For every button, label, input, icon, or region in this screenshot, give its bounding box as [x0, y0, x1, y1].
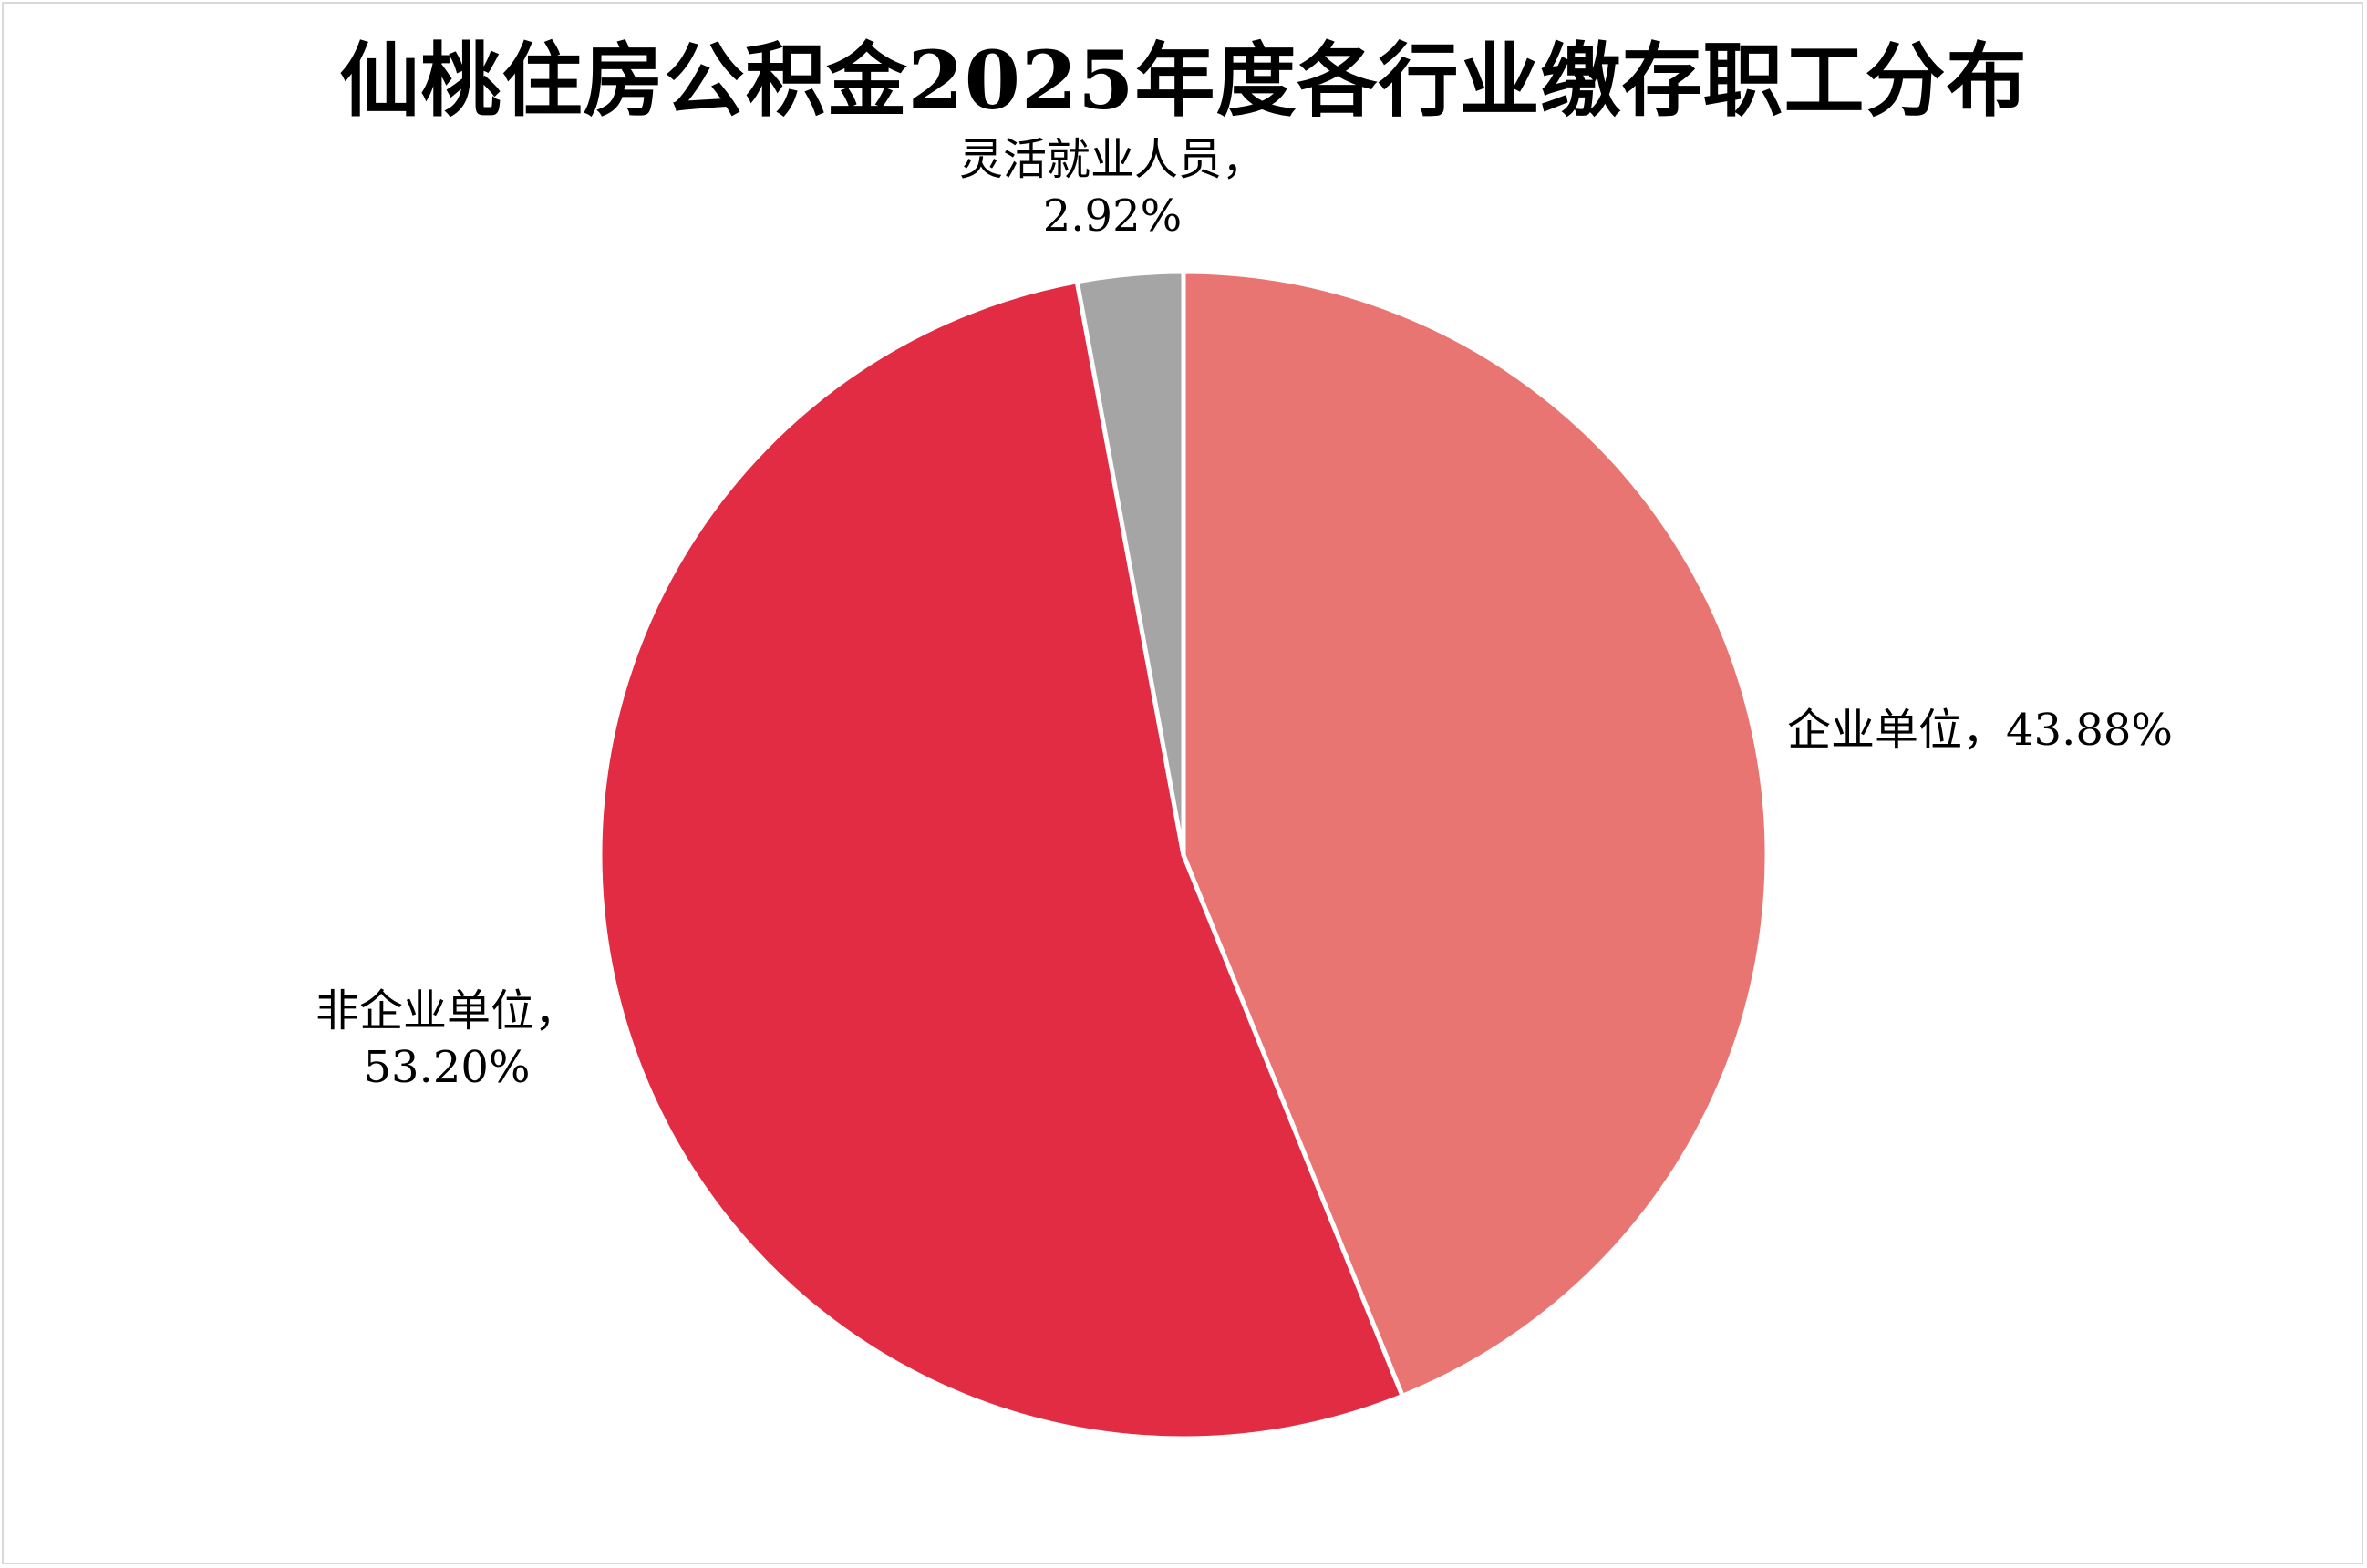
slice-label-non-enterprise-name: 非企业单位， [315, 985, 578, 1037]
pie-slice-enterprise [1181, 269, 1770, 1398]
slice-label-non-enterprise: 非企业单位， 53.20% [274, 983, 620, 1096]
slice-label-flexible-employment-name: 灵活就业人员， [958, 134, 1266, 185]
slice-label-flexible-employment: 灵活就业人员， 2.92% [912, 131, 1313, 244]
pie-slice-flexible-employment [1074, 269, 1186, 858]
chart-title: 仙桃住房公积金2025年度各行业缴存职工分布 [339, 33, 2028, 128]
slice-label-flexible-employment-value: 2.92% [1042, 191, 1183, 242]
pie-slice-non-enterprise [597, 279, 1405, 1441]
slice-label-enterprise: 企业单位，43.88% [1787, 702, 2173, 758]
pie-slices [597, 269, 1770, 1441]
slice-label-non-enterprise-value: 53.20% [363, 1042, 531, 1093]
slice-label-enterprise-text: 企业单位，43.88% [1787, 705, 2174, 756]
